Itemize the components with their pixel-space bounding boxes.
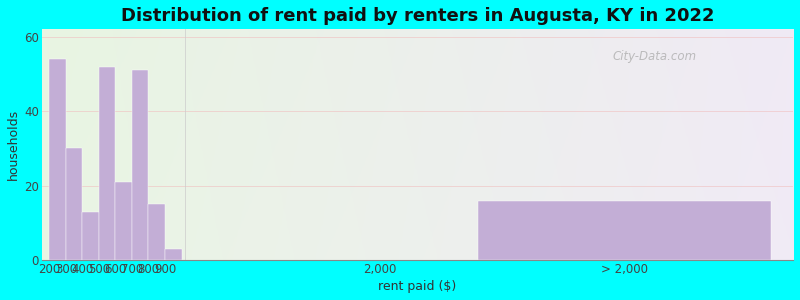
Bar (165, 249, 182, 260)
Bar (478, 200, 770, 260)
Text: City-Data.com: City-Data.com (613, 50, 697, 64)
Title: Distribution of rent paid by renters in Augusta, KY in 2022: Distribution of rent paid by renters in … (121, 7, 714, 25)
Bar (50, 59, 66, 260)
Y-axis label: households: households (7, 109, 20, 180)
X-axis label: rent paid ($): rent paid ($) (378, 280, 457, 293)
Bar (99, 67, 115, 260)
Bar (115, 182, 132, 260)
Bar (132, 70, 149, 260)
Bar (149, 204, 165, 260)
Bar (66, 148, 82, 260)
Bar (82, 212, 99, 260)
